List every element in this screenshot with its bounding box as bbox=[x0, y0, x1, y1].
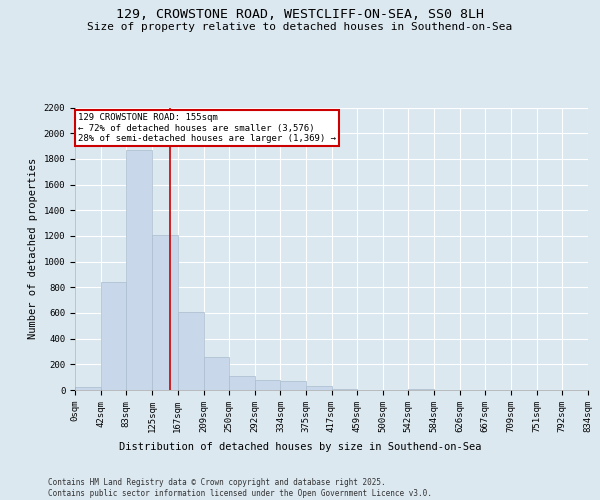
Bar bbox=[178, 312, 203, 390]
Text: 129 CROWSTONE ROAD: 155sqm
← 72% of detached houses are smaller (3,576)
28% of s: 129 CROWSTONE ROAD: 155sqm ← 72% of deta… bbox=[78, 114, 336, 143]
Bar bbox=[126, 150, 152, 390]
Bar bbox=[280, 381, 305, 390]
Text: 129, CROWSTONE ROAD, WESTCLIFF-ON-SEA, SS0 8LH: 129, CROWSTONE ROAD, WESTCLIFF-ON-SEA, S… bbox=[116, 8, 484, 20]
Bar bbox=[229, 376, 254, 390]
Text: Contains HM Land Registry data © Crown copyright and database right 2025.
Contai: Contains HM Land Registry data © Crown c… bbox=[48, 478, 432, 498]
Text: Size of property relative to detached houses in Southend-on-Sea: Size of property relative to detached ho… bbox=[88, 22, 512, 32]
Bar bbox=[203, 356, 229, 390]
Bar bbox=[75, 388, 101, 390]
Bar bbox=[305, 386, 331, 390]
Bar bbox=[152, 234, 178, 390]
Bar bbox=[101, 282, 126, 390]
Y-axis label: Number of detached properties: Number of detached properties bbox=[28, 158, 38, 340]
Text: Distribution of detached houses by size in Southend-on-Sea: Distribution of detached houses by size … bbox=[119, 442, 481, 452]
Bar bbox=[254, 380, 280, 390]
